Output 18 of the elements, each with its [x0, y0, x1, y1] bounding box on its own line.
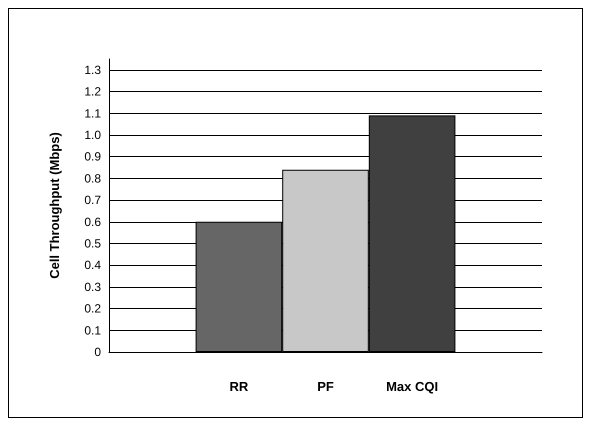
y-tick-label: 1.0 [84, 128, 102, 142]
x-tick-label: RR [230, 379, 249, 394]
y-tick-label: 0 [94, 345, 102, 359]
y-tick-label: 0.4 [84, 258, 102, 272]
y-tick-label: 0.6 [84, 214, 102, 229]
y-tick-label: 0.8 [84, 171, 102, 186]
y-tick-label: 1.3 [84, 62, 102, 77]
x-tick-label: PF [317, 379, 334, 394]
y-tick-label: 1.2 [84, 84, 102, 99]
y-tick-label: 0.1 [84, 323, 102, 338]
y-tick-label: 0.2 [84, 302, 102, 316]
y-tick-label: 0.3 [84, 280, 102, 294]
y-tick-label: 0.9 [84, 150, 102, 164]
x-tick-label: Max CQI [386, 379, 438, 394]
y-tick-label: 0.5 [84, 236, 102, 250]
y-tick-label: 0.7 [84, 193, 102, 208]
y-axis-title: Cell Throughput (Mbps) [47, 132, 62, 279]
y-tick-label: 1.1 [84, 106, 102, 120]
